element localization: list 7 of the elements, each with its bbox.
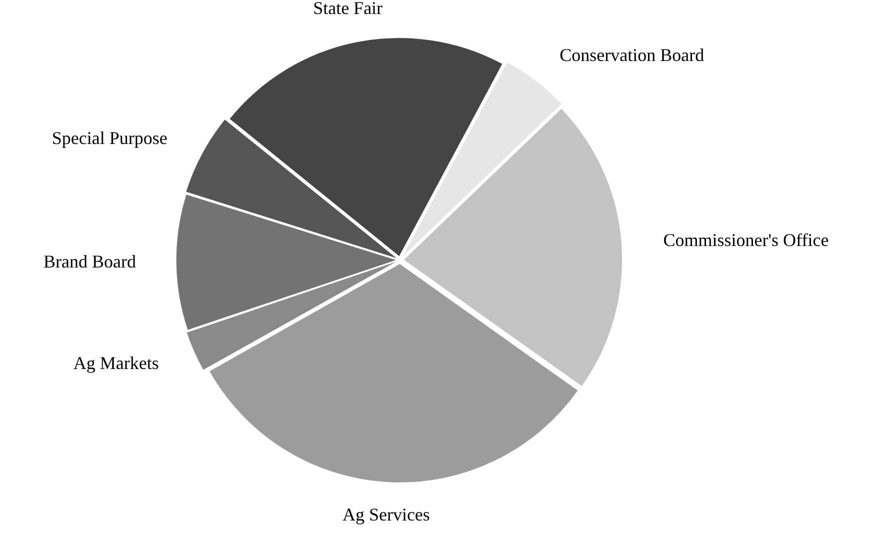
slice-label: Ag Markets bbox=[73, 352, 159, 373]
slice-label: State Fair bbox=[313, 0, 383, 18]
slice-label: Special Purpose bbox=[52, 128, 168, 148]
slice-label: Brand Board bbox=[44, 251, 136, 272]
slice-label: Commissioner's Office bbox=[663, 230, 829, 250]
slice-label: Conservation Board bbox=[560, 44, 704, 65]
slice-label: Ag Services bbox=[342, 504, 430, 524]
